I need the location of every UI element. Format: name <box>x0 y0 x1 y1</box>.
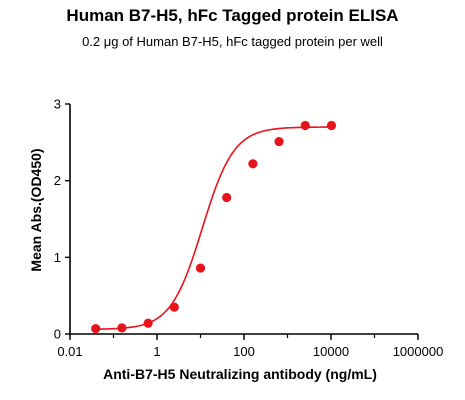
data-point <box>222 192 232 203</box>
fit-curve <box>95 126 332 330</box>
y-ticks: 0 1 2 3 <box>54 97 70 342</box>
x-tick-label: 100 <box>233 344 255 359</box>
data-point <box>326 120 337 131</box>
data-point <box>117 323 127 333</box>
x-tick-label: 10000 <box>313 344 349 359</box>
data-point <box>169 302 179 312</box>
data-point <box>195 263 206 273</box>
x-tick-label: 1000000 <box>393 344 444 359</box>
x-tick-label: 1 <box>153 344 160 359</box>
data-point <box>91 324 101 334</box>
data-points <box>91 120 337 334</box>
chart-title: Human B7-H5, hFc Tagged protein ELISA <box>66 6 399 25</box>
data-point <box>274 136 284 147</box>
x-ticks: 0.01 1 100 10000 1000000 <box>57 334 443 359</box>
data-point <box>248 159 258 169</box>
y-tick-label: 3 <box>54 97 61 112</box>
data-point <box>143 318 153 328</box>
y-tick-label: 1 <box>54 250 61 265</box>
y-tick-label: 2 <box>54 173 61 188</box>
chart-subtitle: 0.2 μg of Human B7-H5, hFc tagged protei… <box>82 34 383 49</box>
data-point <box>300 120 310 131</box>
x-axis-label: Anti-B7-H5 Neutralizing antibody (ng/mL) <box>103 366 377 382</box>
y-tick-label: 0 <box>54 327 61 342</box>
x-tick-label: 0.01 <box>57 344 82 359</box>
